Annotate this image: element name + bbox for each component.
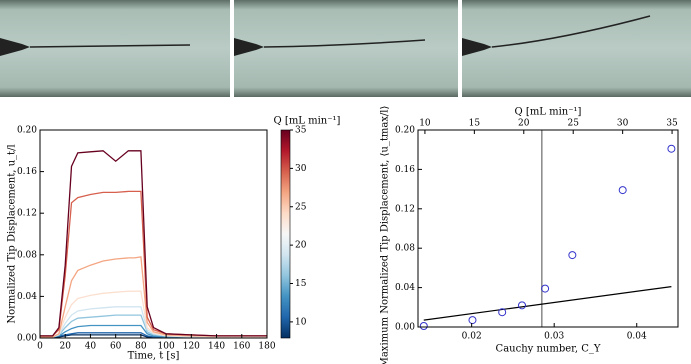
y-axis-label: Maximum Normalized Tip Displacement, ⟨u_…	[380, 106, 391, 364]
colorbar	[280, 129, 291, 339]
x-tick-label: 0.04	[627, 332, 647, 342]
plot-frame	[417, 129, 679, 328]
x-tick-label: 80	[135, 342, 147, 352]
fit-line	[423, 286, 672, 321]
x-tick-label: 100	[158, 342, 175, 352]
y-tick-label: 0.00	[395, 323, 415, 333]
colorbar-label: Q [mL min⁻¹]	[274, 116, 341, 127]
filament	[29, 44, 191, 48]
x-tick-label: 40	[85, 342, 97, 352]
x-tick-label: 10	[419, 119, 431, 129]
nozzle	[0, 38, 30, 56]
data-point	[541, 284, 550, 293]
nozzle	[462, 38, 492, 56]
x-tick-label: 120	[183, 342, 200, 352]
data-point	[498, 308, 507, 317]
x-tick-label: 15	[469, 119, 481, 129]
data-line	[40, 150, 267, 337]
data-line	[40, 256, 267, 338]
colorbar-tick-label: 25	[295, 202, 307, 212]
y-tick-label: 0.20	[17, 126, 37, 136]
x-tick-label: 35	[666, 119, 678, 129]
y-tick-label: 0.04	[395, 283, 415, 293]
data-point	[419, 322, 428, 331]
x-tick-label: 20	[59, 342, 71, 352]
y-tick-label: 0.00	[17, 334, 37, 344]
x-tick-label: 25	[567, 119, 579, 129]
y-axis-label: Normalized Tip Displacement, u_t/l	[7, 144, 18, 323]
data-point	[568, 251, 577, 260]
filament	[491, 15, 651, 48]
x-tick-label: 0.03	[544, 332, 564, 342]
y-tick-label: 0.12	[395, 204, 415, 214]
nozzle	[234, 38, 264, 56]
photo	[0, 0, 230, 97]
photo	[462, 0, 691, 97]
x2-axis-label: Q [mL min⁻¹]	[515, 107, 582, 118]
plot-frame	[39, 129, 268, 339]
x-tick-label: 180	[258, 342, 275, 352]
y-tick-label: 0.12	[17, 209, 37, 219]
colorbar-tick-label: 30	[295, 164, 307, 174]
data-point	[468, 316, 477, 325]
y-tick-label: 0.08	[17, 250, 37, 260]
filament	[263, 39, 426, 48]
x-tick-label: 160	[233, 342, 250, 352]
data-point	[518, 301, 526, 310]
colorbar-tick-label: 20	[295, 241, 307, 251]
data-line	[40, 190, 267, 337]
y-tick-label: 0.20	[395, 126, 415, 136]
x-tick-label: 30	[617, 119, 629, 129]
photos	[0, 0, 691, 97]
x-tick-label: 140	[208, 342, 225, 352]
y-tick-label: 0.04	[17, 292, 37, 302]
data-point	[667, 144, 676, 153]
x-axis-label: Cauchy number, C_Y	[496, 344, 601, 355]
data-point	[618, 186, 627, 195]
y-tick-label: 0.16	[17, 167, 37, 177]
x-tick-label: 0.02	[462, 332, 482, 342]
colorbar-tick-label: 35	[295, 126, 307, 136]
y-tick-label: 0.08	[395, 244, 415, 254]
x-tick-label: 20	[518, 119, 530, 129]
colorbar-tick-label: 15	[295, 279, 307, 289]
colorbar-tick-label: 10	[295, 317, 307, 327]
photo	[234, 0, 458, 97]
y-tick-label: 0.16	[395, 165, 415, 175]
x-tick-label: 0	[37, 342, 43, 352]
x-tick-label: 60	[110, 342, 122, 352]
x-axis-label: Time, t [s]	[128, 351, 180, 362]
